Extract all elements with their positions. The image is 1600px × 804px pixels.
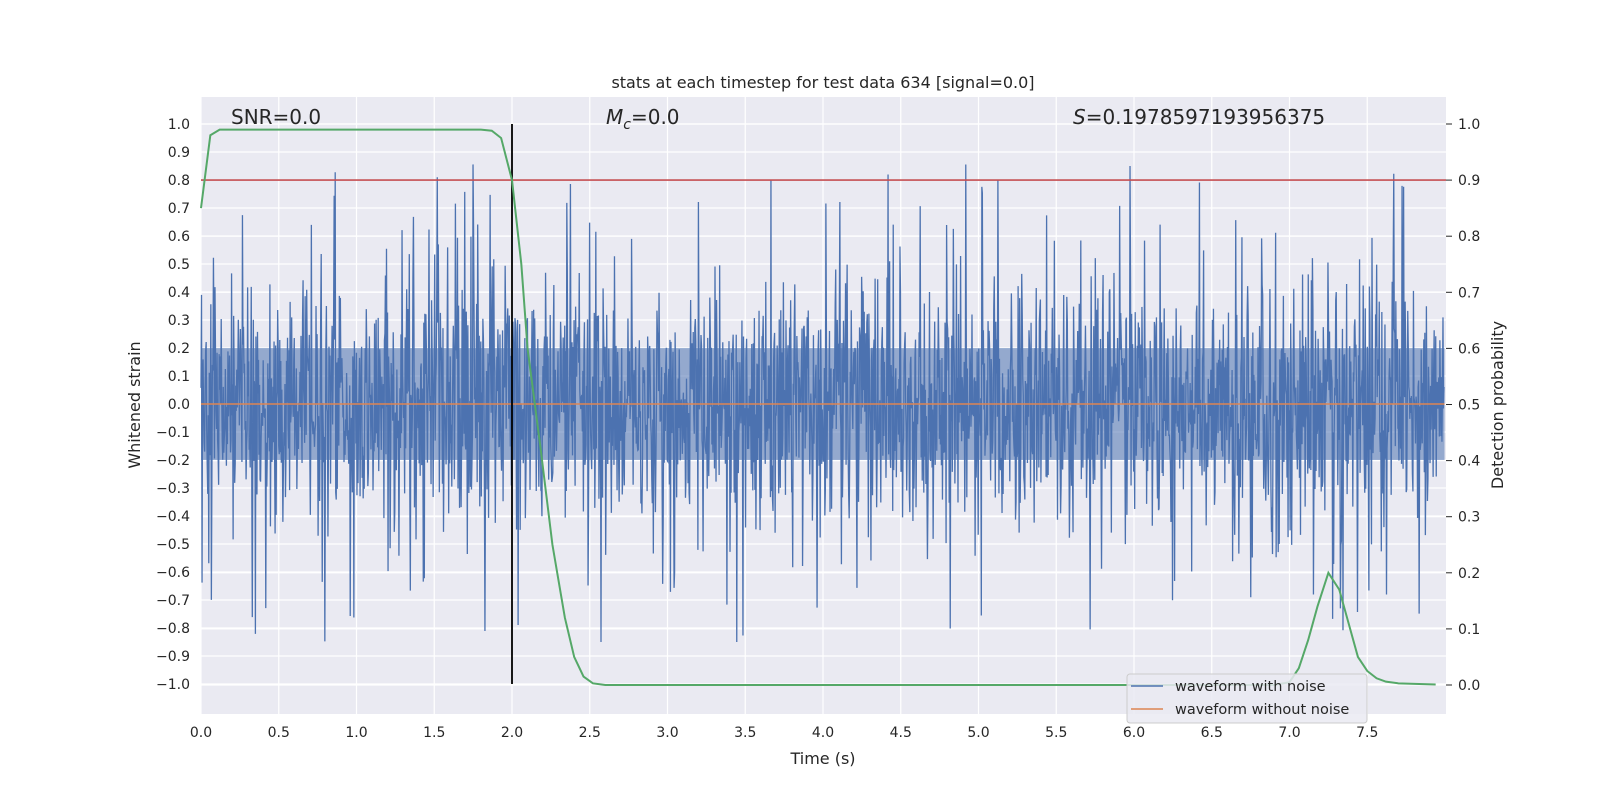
y-tick-label: −0.8	[156, 621, 190, 637]
s-statistic-annotation: S=0.1978597193956375	[1073, 105, 1325, 129]
y-axis-label: Whitened strain	[125, 341, 144, 468]
s-symbol: S	[1073, 105, 1086, 129]
y2-tick-label: 0.7	[1458, 285, 1480, 301]
x-tick-label: 6.0	[1123, 725, 1145, 741]
y-tick-label: 0.9	[168, 145, 190, 161]
legend-label-noise: waveform with noise	[1175, 679, 1326, 695]
x-tick-label: 5.5	[1045, 725, 1067, 741]
legend: waveform with noise waveform without noi…	[1126, 673, 1368, 724]
x-tick-labels: 0.0 0.5 1.0 1.5 2.0 2.5 3.0 3.5 4.0 4.5 5.0 5.5 6.0 6…	[190, 725, 1379, 741]
y-tick-label: 0.0	[168, 397, 190, 413]
y-tick-label: −0.3	[156, 481, 190, 497]
y-tick-label: 0.2	[168, 341, 190, 357]
y-tick-label: −0.2	[156, 453, 190, 469]
x-tick-label: 1.0	[345, 725, 367, 741]
y-tick-label: 0.5	[168, 257, 190, 273]
x-tick-label: 3.5	[734, 725, 756, 741]
y2-tick-label: 0.9	[1458, 173, 1480, 189]
y2-tick-label: 0.1	[1458, 622, 1480, 638]
y-tick-label: −0.5	[156, 537, 190, 553]
x-tick-label: 4.0	[812, 725, 834, 741]
y-tick-label: 0.1	[168, 369, 190, 385]
legend-box	[1126, 673, 1368, 724]
chirp-mass-value: =0.0	[631, 105, 680, 129]
x-tick-label: 3.0	[656, 725, 678, 741]
y-tick-label: 0.8	[168, 173, 190, 189]
chirp-mass-symbol: M	[606, 105, 623, 129]
y2-axis-label: Detection probability	[1488, 321, 1507, 489]
y2-tick-label: 0.4	[1458, 454, 1480, 470]
y-tick-labels: 1.0 0.9 0.8 0.7 0.6 0.5 0.4 0.3 0.2 0.1 0.0 −0.1 −0.…	[156, 117, 190, 693]
s-value: =0.1978597193956375	[1086, 105, 1325, 129]
y-tick-label: −0.9	[156, 649, 190, 665]
x-tick-label: 7.5	[1356, 725, 1378, 741]
y2-tick-label: 0.3	[1458, 510, 1480, 526]
x-tick-label: 4.5	[890, 725, 912, 741]
y-tick-label: 0.6	[168, 229, 190, 245]
y-tick-label: −0.7	[156, 593, 190, 609]
y2-tick-label: 0.6	[1458, 341, 1480, 357]
y2-tick-label: 0.2	[1458, 566, 1480, 582]
chirp-mass-subscript: c	[623, 117, 631, 133]
chart-title: stats at each timestep for test data 634…	[611, 73, 1034, 92]
legend-label-clean: waveform without noise	[1175, 702, 1349, 718]
y-tick-label: −0.6	[156, 565, 190, 581]
x-tick-label: 0.0	[190, 725, 212, 741]
x-axis-label: Time (s)	[789, 749, 855, 768]
y-tick-label: 1.0	[168, 117, 190, 133]
x-tick-label: 0.5	[268, 725, 290, 741]
x-tick-label: 7.0	[1278, 725, 1300, 741]
y2-tick-label: 1.0	[1458, 117, 1480, 133]
y-tick-label: −0.4	[156, 509, 190, 525]
y-tick-label: 0.7	[168, 201, 190, 217]
y2-tick-label: 0.8	[1458, 229, 1480, 245]
chirp-mass-annotation: Mc=0.0	[606, 105, 680, 133]
y-tick-label: 0.3	[168, 313, 190, 329]
y2-tick-label: 0.5	[1458, 398, 1480, 414]
x-tick-label: 5.0	[967, 725, 989, 741]
y-tick-label: −1.0	[156, 677, 190, 693]
snr-annotation: SNR=0.0	[231, 105, 321, 129]
x-tick-label: 2.5	[579, 725, 601, 741]
detection-probability-line	[200, 128, 1436, 686]
y2-tick-label: 0.0	[1458, 678, 1480, 694]
series-lines	[200, 124, 1446, 686]
x-tick-label: 2.0	[501, 725, 523, 741]
x-tick-label: 6.5	[1201, 725, 1223, 741]
y-tick-label: 0.4	[168, 285, 190, 301]
y2-tick-labels: 1.0 0.9 0.8 0.7 0.6 0.5 0.4 0.3 0.2 0.1 0.0	[1446, 117, 1480, 694]
y-tick-label: −0.1	[156, 425, 190, 441]
x-tick-label: 1.5	[423, 725, 445, 741]
